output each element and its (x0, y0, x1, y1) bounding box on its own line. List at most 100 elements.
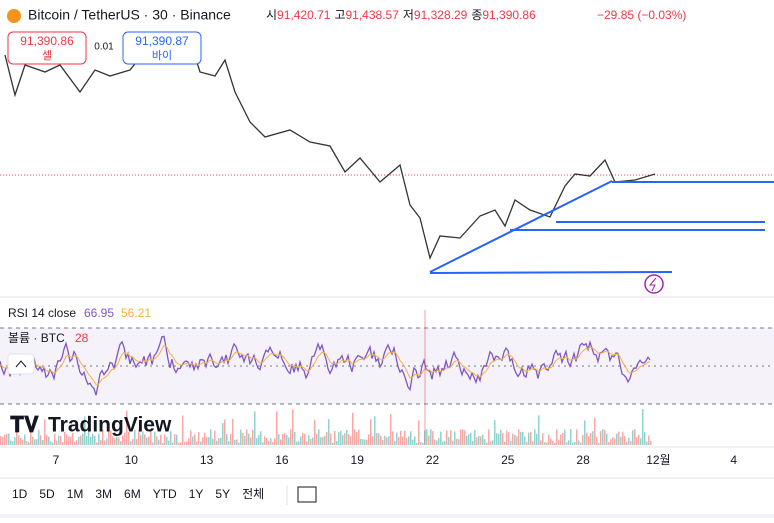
volume-bar (234, 439, 236, 445)
volume-bar (168, 440, 170, 445)
volume-bar (46, 434, 48, 445)
timeframe-button[interactable]: 전체 (242, 487, 264, 501)
volume-bar (516, 436, 518, 445)
volume-bar (58, 435, 60, 445)
volume-bar (356, 431, 358, 445)
volume-bar (158, 439, 160, 445)
volume-bar (524, 436, 526, 445)
volume-bar (160, 434, 162, 445)
volume-bar (570, 429, 572, 445)
volume-bar (530, 431, 532, 445)
volume-bar (186, 441, 188, 445)
volume-bar (358, 429, 360, 445)
volume-bar (466, 435, 468, 445)
volume-bar (584, 420, 586, 445)
volume-bar (200, 441, 202, 445)
rsi-label: RSI 14 close (8, 306, 76, 320)
volume-bar (628, 438, 630, 445)
volume-bar (268, 440, 270, 445)
rsi-value: 66.95 (84, 306, 114, 320)
volume-bar (456, 438, 458, 445)
volume-bar (94, 435, 96, 445)
volume-bar (522, 431, 524, 445)
volume-bar (490, 441, 492, 445)
volume-bar (376, 433, 378, 445)
alert-icon[interactable] (644, 274, 664, 294)
volume-bar (594, 417, 596, 445)
collapse-button[interactable] (7, 353, 35, 375)
volume-bar (90, 436, 92, 445)
volume-bar (366, 439, 368, 445)
volume-bar (282, 434, 284, 445)
volume-bar (388, 436, 390, 445)
rsi-line (0, 335, 651, 396)
volume-bar (100, 440, 102, 445)
volume-bar (242, 433, 244, 445)
volume-bar (438, 438, 440, 445)
volume-bar (28, 442, 30, 445)
volume-bar (264, 436, 266, 445)
volume-bar (638, 434, 640, 445)
volume-bar (430, 429, 432, 445)
volume-bar (22, 439, 24, 445)
timeframe-button[interactable]: 1Y (189, 487, 204, 501)
volume-bar (232, 418, 234, 445)
volume-bar (70, 436, 72, 445)
volume-bar (480, 436, 482, 445)
volume-bar (346, 430, 348, 445)
sell-button[interactable] (7, 31, 87, 65)
volume-bar (246, 429, 248, 445)
volume-bar (408, 436, 410, 445)
volume-bar (482, 434, 484, 445)
volume-bar (140, 435, 142, 445)
volume-bar (622, 431, 624, 445)
volume-bar (512, 433, 514, 445)
volume-bar (278, 434, 280, 445)
volume-bar (220, 437, 222, 445)
volume-bar (8, 433, 10, 445)
volume-bar (472, 441, 474, 445)
timeframe-button[interactable]: 6M (124, 487, 141, 501)
volume-bar (172, 442, 174, 445)
volume-bar (510, 441, 512, 445)
volume-bar (420, 442, 422, 445)
volume-bar (582, 434, 584, 445)
buy-price: 91,390.87 (135, 34, 189, 48)
collapse-icon (15, 360, 27, 368)
buy-button[interactable] (122, 31, 202, 65)
volume-bar (432, 431, 434, 445)
rsi-ma: 56.21 (121, 306, 151, 320)
timeframe-button[interactable]: 3M (95, 487, 112, 501)
volume-bar (578, 440, 580, 445)
volume-bar (122, 435, 124, 445)
logo: TradingView (48, 414, 172, 437)
volume-bar (110, 430, 112, 445)
volume-bar (536, 433, 538, 445)
volume-bar (240, 429, 242, 445)
volume-bar (204, 432, 206, 445)
volume-bar (460, 429, 462, 445)
volume-bar (12, 441, 14, 445)
volume-bar (80, 435, 82, 445)
volume-bar (294, 431, 296, 445)
volume-bar (458, 439, 460, 445)
volume-bar (488, 429, 490, 445)
volume-bar (250, 437, 252, 445)
volume-bar (286, 434, 288, 445)
volume-bar (642, 409, 644, 445)
volume-bar (464, 430, 466, 445)
timeframe-button[interactable]: 1D (12, 487, 28, 501)
volume-bar (146, 437, 148, 445)
volume-bar (598, 442, 600, 445)
date-range-icon[interactable] (297, 486, 317, 503)
timeframe-button[interactable]: YTD (153, 487, 177, 501)
timeframe-button[interactable]: 5Y (215, 487, 230, 501)
volume-bar (198, 432, 200, 445)
volume-bar (138, 429, 140, 445)
volume-bar (334, 430, 336, 445)
volume-bar (634, 429, 636, 445)
timeframe-button[interactable]: 5D (39, 487, 55, 501)
timeframe-button[interactable]: 1M (67, 487, 84, 501)
volume-bar (620, 436, 622, 445)
volume-bar (276, 411, 278, 445)
